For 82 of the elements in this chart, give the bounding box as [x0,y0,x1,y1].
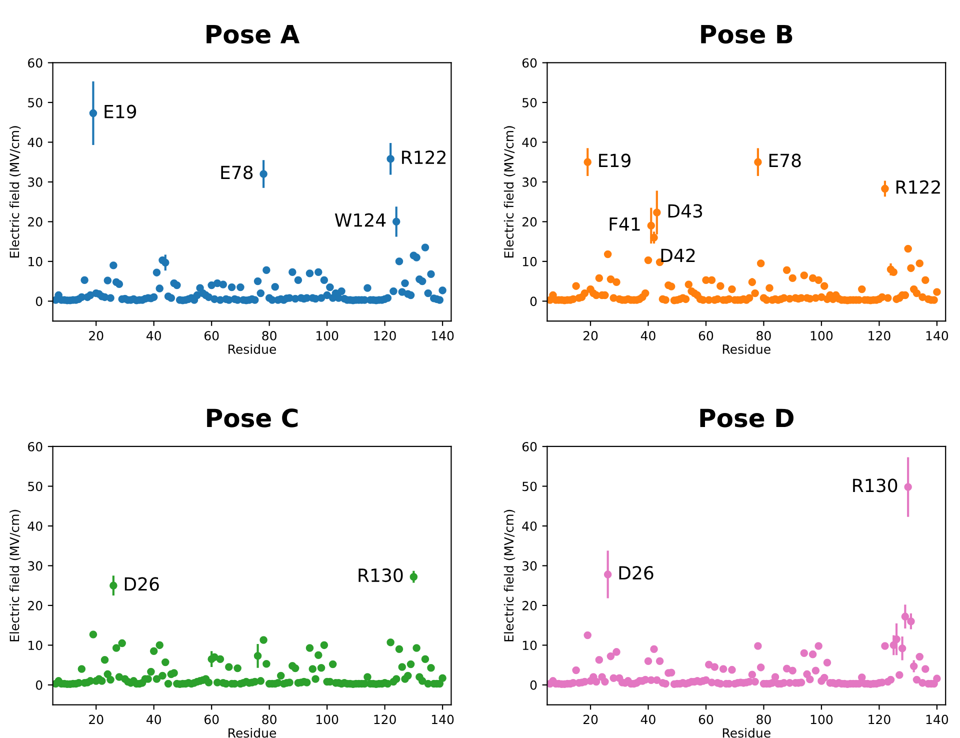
x-tick-label: 20 [89,330,104,340]
y-tick-label: 40 [28,138,42,148]
x-tick-label: 140 [432,714,454,724]
x-tick-label: 20 [583,714,598,724]
y-tick-label: 40 [522,521,537,531]
x-tick-label: 140 [926,714,948,724]
y-tick-label: 60 [522,442,537,452]
x-axis-title: Residue [228,344,276,354]
y-tick-label: 20 [522,217,537,227]
y-tick-label: 60 [522,58,537,68]
x-tick-label: 100 [316,714,338,724]
y-tick-label: 40 [28,521,42,531]
y-tick-label: 10 [522,256,537,266]
y-tick-label: 10 [522,640,537,650]
x-tick-label: 60 [204,714,219,724]
y-tick-label: 50 [522,98,537,108]
x-tick-label: 80 [262,714,276,724]
y-tick-label: 30 [522,177,537,187]
chart-title: Pose A [206,25,300,44]
x-tick-label: 140 [432,330,454,340]
annotation: D26 [124,577,159,591]
y-tick-label: 20 [28,600,42,610]
x-tick-label: 120 [868,714,890,724]
y-tick-label: 60 [28,58,42,68]
x-tick-label: 60 [698,330,714,340]
y-tick-label: 40 [522,138,537,148]
x-axis-title: Residue [228,728,276,738]
y-tick-label: 10 [28,640,42,650]
annotation: W124 [334,213,386,227]
y-tick-label: 10 [28,256,42,266]
x-tick-label: 100 [810,330,833,340]
chart-title: Pose B [701,25,792,44]
x-tick-label: 40 [146,714,161,724]
annotation: R122 [402,150,446,164]
annotation: D26 [619,566,654,580]
annotation: F41 [610,217,640,231]
y-tick-label: 20 [522,600,537,610]
y-tick-label: 0 [36,296,42,306]
x-tick-label: 140 [926,330,948,340]
y-tick-label: 20 [28,217,42,227]
annotation: D43 [668,204,702,218]
y-tick-label: 50 [522,482,537,492]
x-tick-label: 40 [640,330,656,340]
y-tick-label: 0 [530,296,537,306]
x-tick-label: 40 [640,714,656,724]
y-tick-label: 50 [28,98,42,108]
x-tick-label: 120 [868,330,890,340]
y-tick-label: 0 [530,680,537,690]
annotation: R130 [853,478,898,492]
x-tick-label: 80 [262,330,276,340]
y-axis-title: Electric field (MV/cm) [504,126,516,258]
x-tick-label: 20 [89,714,104,724]
x-tick-label: 80 [756,714,771,724]
annotation: R130 [358,568,403,582]
x-tick-label: 40 [146,330,161,340]
annotation: E19 [599,154,630,168]
y-axis-title: Electric field (MV/cm) [10,126,21,258]
chart-title: Pose D [700,408,794,428]
y-tick-label: 30 [28,561,42,571]
y-tick-label: 60 [28,442,42,452]
annotation: R122 [896,180,940,194]
x-tick-label: 120 [374,330,396,340]
x-tick-label: 100 [810,714,833,724]
x-tick-label: 60 [204,330,219,340]
x-axis-title: Residue [722,344,770,354]
x-tick-label: 100 [316,330,338,340]
y-tick-label: 0 [36,680,42,690]
y-tick-label: 50 [28,482,42,492]
y-axis-title: Electric field (MV/cm) [504,510,516,642]
x-tick-label: 60 [698,714,714,724]
x-tick-label: 80 [756,330,771,340]
y-tick-label: 30 [28,177,42,187]
annotation: E19 [104,104,136,118]
x-tick-label: 20 [583,330,598,340]
x-axis-title: Residue [722,728,770,738]
y-tick-label: 30 [522,561,537,571]
chart-title: Pose C [207,408,298,428]
y-axis-title: Electric field (MV/cm) [10,510,21,642]
annotation: E78 [221,166,253,180]
annotation: D42 [661,248,695,262]
x-tick-label: 120 [374,714,396,724]
annotation: E78 [769,154,801,168]
